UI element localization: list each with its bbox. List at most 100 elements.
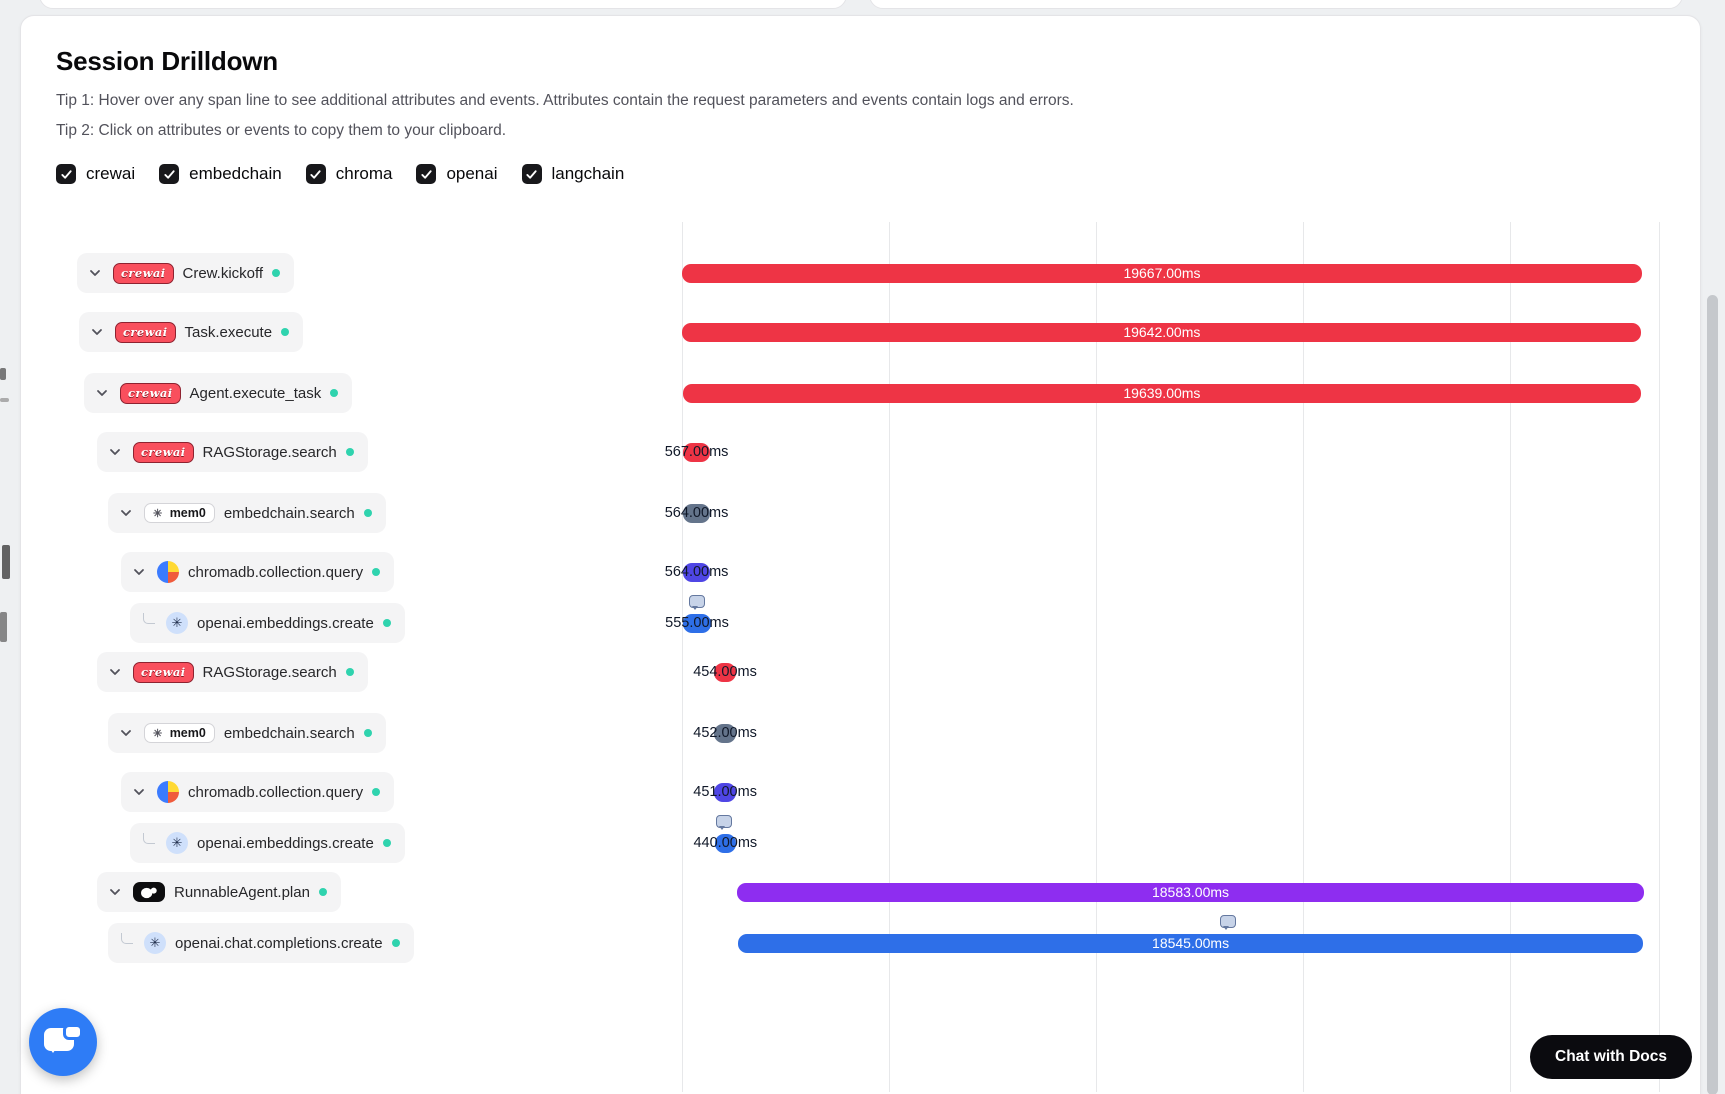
span-row-openai.embeddings.create[interactable]: ✳ openai.embeddings.create [130, 823, 405, 863]
span-name: openai.chat.completions.create [175, 934, 383, 952]
gear-icon: ✳ [153, 727, 163, 740]
page-title: Session Drilldown [56, 46, 278, 76]
span-row-openai.embeddings.create[interactable]: ✳ openai.embeddings.create [130, 603, 405, 643]
span-row-chromadb.collection.query[interactable]: chromadb.collection.query [121, 772, 395, 812]
filter-embedchain[interactable]: embedchain [159, 164, 282, 184]
filter-crewai[interactable]: crewai [56, 164, 135, 184]
crewai-logo-icon: crewai [115, 321, 176, 343]
span-name: openai.embeddings.create [197, 834, 374, 852]
status-dot [391, 939, 400, 947]
duration-label: 19642.00ms [1123, 324, 1201, 340]
span-duration-bar[interactable] [714, 782, 737, 802]
span-name: RunnableAgent.plan [174, 883, 310, 901]
expand-chevron-icon[interactable] [106, 883, 124, 901]
status-dot [372, 568, 381, 576]
filter-label: chroma [335, 164, 393, 183]
chat-bubble-icon [63, 1024, 83, 1040]
span-duration-bar[interactable] [683, 613, 711, 633]
filter-checkbox-crewai[interactable] [56, 164, 76, 184]
span-row-Crew.kickoff[interactable]: crewai Crew.kickoff [77, 253, 295, 293]
expand-chevron-icon[interactable] [106, 443, 124, 461]
child-connector-icon [143, 612, 155, 624]
crewai-logo-icon: crewai [133, 661, 194, 683]
openai-logo-icon: ✳ [144, 932, 166, 954]
filter-checkbox-chroma[interactable] [305, 164, 326, 184]
timeline-gridline [1659, 222, 1660, 1092]
span-duration-bar[interactable]: 18545.00ms [737, 933, 1644, 953]
status-dot [372, 788, 381, 796]
expand-chevron-icon[interactable] [86, 264, 104, 282]
filter-openai[interactable]: openai [416, 164, 498, 184]
timeline-gridline [889, 222, 890, 1092]
event-bubble-icon[interactable] [688, 595, 705, 610]
child-connector-icon [143, 832, 155, 844]
chroma-logo-icon [157, 561, 179, 583]
span-duration-bar[interactable]: 18583.00ms [737, 882, 1645, 902]
span-duration-bar[interactable]: 19639.00ms [682, 383, 1642, 403]
status-dot [330, 389, 339, 397]
span-name: chromadb.collection.query [188, 783, 364, 801]
filter-langchain[interactable]: langchain [521, 164, 624, 184]
mem0-logo-icon: ✳ mem0 [144, 503, 215, 523]
span-row-openai.chat.completions.create[interactable]: ✳ openai.chat.completions.create [108, 923, 414, 963]
span-duration-bar[interactable]: 19642.00ms [682, 322, 1642, 342]
crewai-logo-icon: crewai [133, 441, 194, 463]
filter-checkbox-langchain[interactable] [521, 164, 542, 184]
expand-chevron-icon[interactable] [130, 563, 148, 581]
span-row-chromadb.collection.query[interactable]: chromadb.collection.query [121, 552, 395, 592]
span-row-RAGStorage.search[interactable]: crewai RAGStorage.search [97, 432, 368, 472]
chat-with-docs-button[interactable]: Chat with Docs [1530, 1035, 1692, 1079]
status-dot [382, 619, 391, 627]
page-edge-artifact [0, 398, 9, 402]
expand-chevron-icon[interactable] [117, 724, 135, 742]
timeline-gridline [1510, 222, 1511, 1092]
span-duration-bar[interactable] [682, 562, 711, 582]
chat-widget-button[interactable] [29, 1008, 97, 1076]
span-duration-bar[interactable] [682, 503, 711, 523]
child-connector-icon [121, 932, 133, 944]
span-name: RAGStorage.search [202, 443, 337, 461]
span-row-RAGStorage.search[interactable]: crewai RAGStorage.search [97, 652, 368, 692]
duration-label: 19639.00ms [1123, 385, 1201, 401]
gear-icon: ✳ [153, 507, 163, 520]
span-row-RunnableAgent.plan[interactable]: RunnableAgent.plan [97, 872, 341, 912]
span-row-Agent.execute_task[interactable]: crewai Agent.execute_task [84, 373, 353, 413]
expand-chevron-icon[interactable] [88, 323, 106, 341]
span-duration-bar[interactable] [682, 442, 711, 462]
span-name: Crew.kickoff [182, 264, 264, 282]
filter-checkbox-openai[interactable] [416, 164, 437, 184]
openai-logo-icon: ✳ [166, 832, 188, 854]
span-duration-bar[interactable] [714, 723, 737, 743]
crewai-logo-icon: crewai [113, 262, 174, 284]
span-duration-bar[interactable] [714, 833, 737, 853]
filter-label: crewai [86, 164, 136, 183]
span-name: Task.execute [184, 323, 273, 341]
status-dot [363, 729, 372, 737]
status-dot [272, 269, 281, 277]
status-dot [345, 448, 354, 456]
filter-chroma[interactable]: chroma [305, 164, 393, 184]
tip-2: Tip 2: Click on attributes or events to … [56, 122, 506, 139]
span-duration-bar[interactable]: 19667.00ms [682, 263, 1642, 283]
span-row-embedchain.search[interactable]: ✳ mem0 embedchain.search [108, 713, 386, 753]
span-row-embedchain.search[interactable]: ✳ mem0 embedchain.search [108, 493, 386, 533]
expand-chevron-icon[interactable] [93, 384, 111, 402]
filter-checkbox-embedchain[interactable] [159, 164, 180, 184]
timeline-gridline [682, 222, 683, 1092]
page-edge-artifact [0, 612, 7, 642]
expand-chevron-icon[interactable] [117, 504, 135, 522]
expand-chevron-icon[interactable] [130, 783, 148, 801]
chroma-logo-icon [157, 781, 179, 803]
span-name: RAGStorage.search [202, 663, 337, 681]
status-dot [345, 668, 354, 676]
span-duration-bar[interactable] [713, 662, 737, 682]
event-bubble-icon[interactable] [716, 815, 733, 830]
status-dot [318, 888, 327, 896]
expand-chevron-icon[interactable] [106, 663, 124, 681]
event-bubble-icon[interactable] [1220, 915, 1237, 930]
span-row-Task.execute[interactable]: crewai Task.execute [79, 312, 304, 352]
status-dot [382, 839, 391, 847]
scrollbar-thumb[interactable] [1707, 295, 1718, 1094]
span-name: openai.embeddings.create [197, 614, 374, 632]
